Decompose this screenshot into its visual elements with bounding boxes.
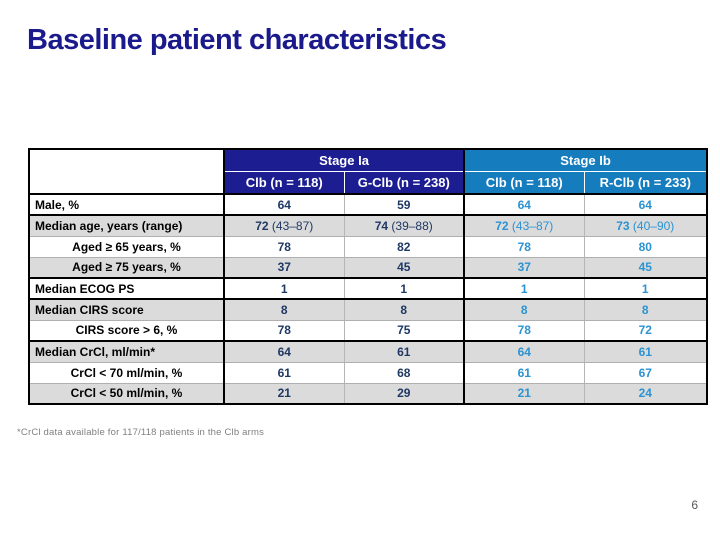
value-cell: 64 xyxy=(224,194,345,216)
value-cell: 21 xyxy=(224,383,345,405)
value-cell: 37 xyxy=(224,257,345,279)
column-header-gclb-ia: G-Clb (n = 238) xyxy=(344,171,466,195)
table-row: CrCl < 70 ml/min, % 61 68 61 67 xyxy=(29,362,708,384)
value-cell: 78 xyxy=(224,236,345,258)
value-cell: 72 (43–87) xyxy=(464,215,585,237)
value-cell: 64 xyxy=(464,341,585,363)
row-label: CrCl < 50 ml/min, % xyxy=(29,383,225,405)
value-cell: 8 xyxy=(464,299,585,321)
value-cell: 72 xyxy=(584,320,708,342)
value-cell: 73 (40–90) xyxy=(584,215,708,237)
value-cell: 1 xyxy=(464,278,585,300)
value-cell: 78 xyxy=(464,236,585,258)
row-label: Median age, years (range) xyxy=(29,215,225,237)
value-cell: 64 xyxy=(584,194,708,216)
column-header-rclb-ib: R-Clb (n = 233) xyxy=(584,171,708,195)
value-cell: 1 xyxy=(344,278,466,300)
row-label: Aged ≥ 65 years, % xyxy=(29,236,225,258)
value-cell: 61 xyxy=(344,341,466,363)
value-cell: 67 xyxy=(584,362,708,384)
value-cell: 78 xyxy=(224,320,345,342)
value-cell: 61 xyxy=(584,341,708,363)
value-cell: 64 xyxy=(464,194,585,216)
table-row: Aged ≥ 65 years, % 78 82 78 80 xyxy=(29,236,708,258)
row-label: Median CIRS score xyxy=(29,299,225,321)
row-label: Median CrCl, ml/min* xyxy=(29,341,225,363)
table-row: Median age, years (range) 72 (43–87) 74 (3… xyxy=(29,215,708,237)
corner-cell xyxy=(29,149,225,195)
table-row: Median CIRS score 8 8 8 8 xyxy=(29,299,708,321)
stage-ia-group-header: Stage Ia xyxy=(224,149,466,172)
value-cell: 61 xyxy=(224,362,345,384)
row-label: Aged ≥ 75 years, % xyxy=(29,257,225,279)
value-cell: 8 xyxy=(224,299,345,321)
table-row: Median CrCl, ml/min* 64 61 64 61 xyxy=(29,341,708,363)
value-cell: 59 xyxy=(344,194,466,216)
footnote-text: *CrCl data available for 117/118 patient… xyxy=(17,427,265,438)
value-cell: 80 xyxy=(584,236,708,258)
value-cell: 74 (39–88) xyxy=(344,215,466,237)
value-cell: 45 xyxy=(344,257,466,279)
column-header-clb-ia: Clb (n = 118) xyxy=(224,171,345,195)
value-cell: 61 xyxy=(464,362,585,384)
value-cell: 8 xyxy=(344,299,466,321)
value-cell: 75 xyxy=(344,320,466,342)
value-cell: 68 xyxy=(344,362,466,384)
value-cell: 1 xyxy=(224,278,345,300)
value-cell: 21 xyxy=(464,383,585,405)
baseline-characteristics-table: Stage Ia Stage Ib Clb (n = 118) G-Clb (n… xyxy=(28,148,709,405)
value-cell: 29 xyxy=(344,383,466,405)
row-label: Male, % xyxy=(29,194,225,216)
row-label: CrCl < 70 ml/min, % xyxy=(29,362,225,384)
column-header-row: Clb (n = 118) G-Clb (n = 238) Clb (n = 1… xyxy=(29,171,708,195)
value-cell: 8 xyxy=(584,299,708,321)
value-cell: 72 (43–87) xyxy=(224,215,345,237)
group-header-row: Stage Ia Stage Ib xyxy=(29,149,708,195)
value-cell: 37 xyxy=(464,257,585,279)
table-row: CIRS score > 6, % 78 75 78 72 xyxy=(29,320,708,342)
table-row: Male, % 64 59 64 64 xyxy=(29,194,708,216)
row-label: CIRS score > 6, % xyxy=(29,320,225,342)
value-cell: 82 xyxy=(344,236,466,258)
value-cell: 24 xyxy=(584,383,708,405)
table-row: Aged ≥ 75 years, % 37 45 37 45 xyxy=(29,257,708,279)
value-cell: 45 xyxy=(584,257,708,279)
value-cell: 1 xyxy=(584,278,708,300)
value-cell: 78 xyxy=(464,320,585,342)
column-header-clb-ib: Clb (n = 118) xyxy=(464,171,585,195)
slide-title: Baseline patient characteristics xyxy=(27,24,447,56)
table-row: Median ECOG PS 1 1 1 1 xyxy=(29,278,708,300)
page-number: 6 xyxy=(691,498,698,512)
row-label: Median ECOG PS xyxy=(29,278,225,300)
value-cell: 64 xyxy=(224,341,345,363)
stage-ib-group-header: Stage Ib xyxy=(464,149,708,172)
table-row: CrCl < 50 ml/min, % 21 29 21 24 xyxy=(29,383,708,405)
